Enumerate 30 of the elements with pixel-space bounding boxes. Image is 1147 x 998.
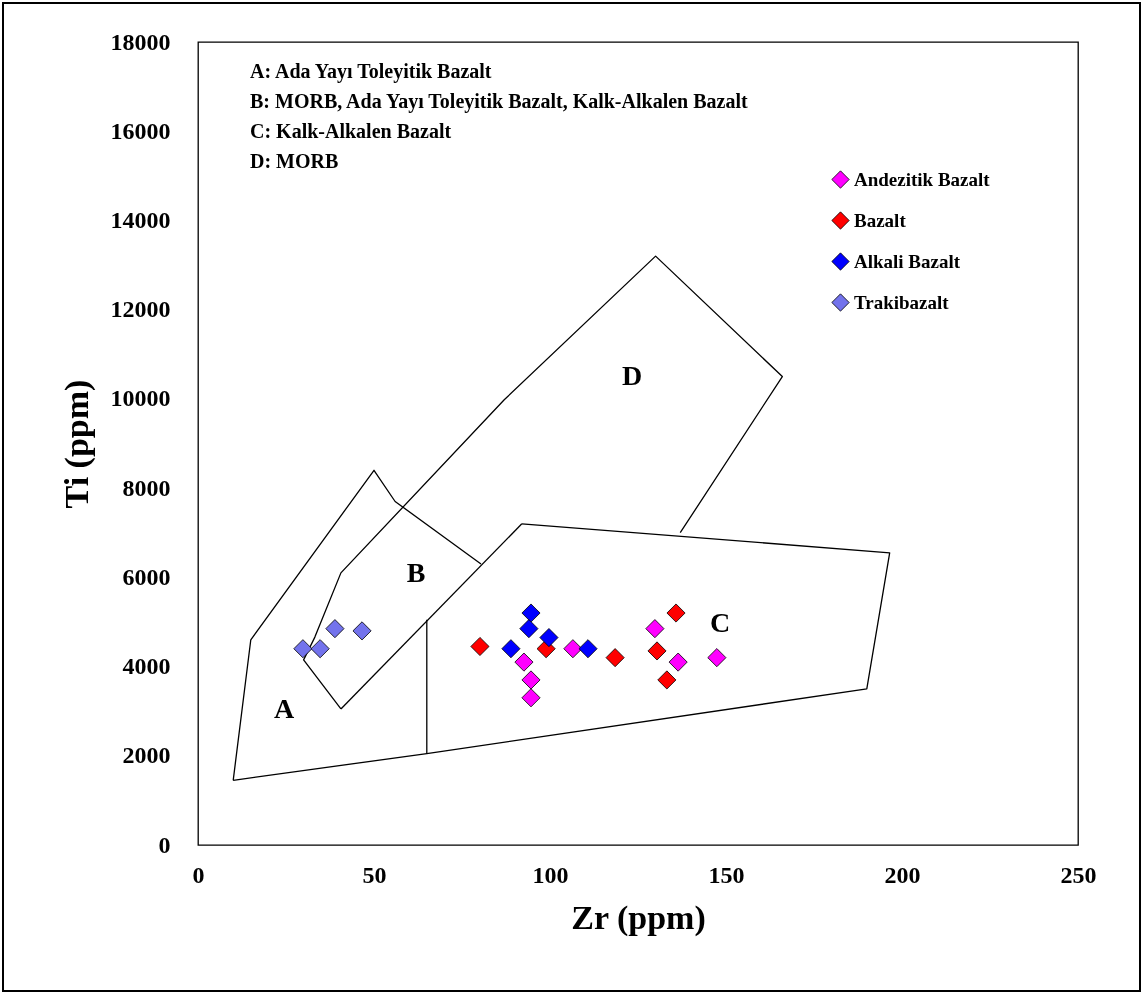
annotation: C [709,607,731,638]
annotation: D [621,360,643,391]
x-tick-label: 0 [192,861,205,888]
annotation: A: Ada Yayı Toleyitik Bazalt [250,60,492,83]
legend-label: Bazalt [854,209,907,231]
x-axis-title: Zr (ppm) [571,898,706,937]
annotation: B: MORB, Ada Yayı Toleyitik Bazalt, Kalk-Alkalen Bazalt [250,90,748,113]
y-tick-label: 16000 [110,117,171,144]
y-tick-label: 8000 [122,474,171,501]
y-tick-label: 14000 [110,206,171,233]
y-tick-label: 6000 [122,563,171,590]
x-tick-label: 100 [532,861,569,888]
y-tick-label: 12000 [110,296,171,323]
y-axis-title: Ti (ppm) [57,379,96,509]
annotation: D: MORB [250,150,339,172]
y-tick-label: 2000 [122,742,171,769]
y-tick-label: 4000 [122,653,171,680]
y-tick-label: 0 [158,831,171,858]
annotation: A [273,693,295,724]
x-tick-label: 150 [708,861,745,888]
x-tick-label: 50 [362,861,387,888]
x-tick-label: 250 [1060,861,1097,888]
y-tick-label: 18000 [110,28,171,55]
legend-label: Andezitik Bazalt [854,168,991,190]
y-tick-label: 10000 [110,385,171,412]
annotation: C: Kalk-Alkalen Bazalt [250,120,452,142]
annotation: B [406,557,426,588]
x-tick-label: 200 [884,861,921,888]
legend-label: Alkali Bazalt [854,250,961,272]
legend-label: Trakibazalt [854,291,950,313]
